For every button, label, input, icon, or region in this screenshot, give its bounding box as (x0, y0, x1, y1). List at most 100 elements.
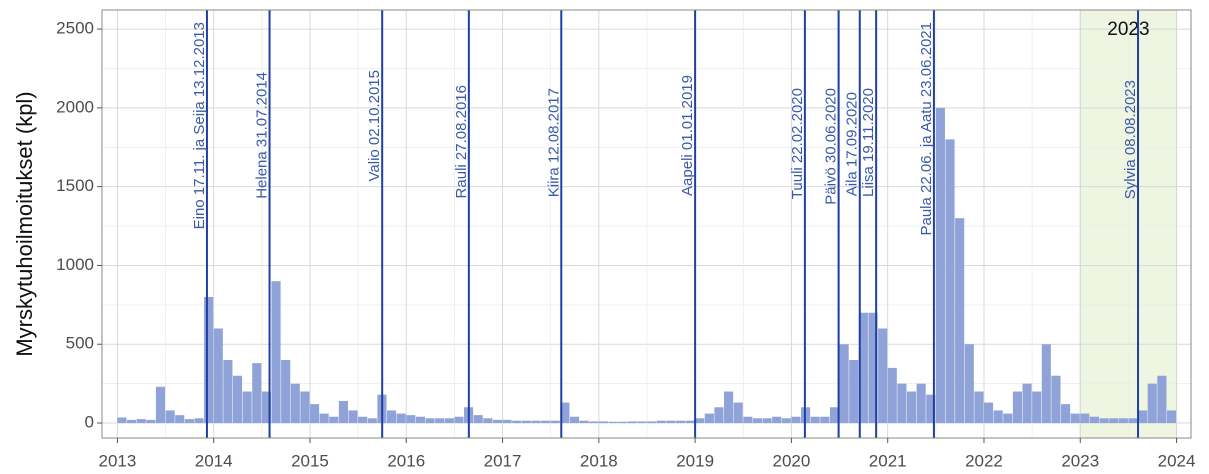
x-tick-label: 2022 (965, 451, 1003, 470)
bar (348, 410, 358, 424)
event-label: Aapeli 01.01.2019 (679, 75, 696, 196)
bar (261, 391, 271, 424)
bar (868, 312, 878, 424)
bar (358, 416, 368, 424)
bar (146, 419, 156, 424)
bar (897, 383, 907, 424)
bar (974, 391, 984, 424)
x-tick-label: 2013 (98, 451, 136, 470)
bar (367, 418, 377, 424)
bar (338, 400, 348, 424)
bar (993, 410, 1003, 424)
bar (127, 419, 137, 424)
bar (695, 418, 705, 424)
bar (271, 281, 281, 424)
bar (281, 359, 291, 424)
bar (184, 419, 194, 424)
bar (646, 421, 657, 424)
bar (906, 391, 917, 424)
bar (1061, 404, 1071, 424)
bar (300, 391, 310, 424)
bar (1099, 418, 1109, 424)
bar (1109, 418, 1119, 424)
bar (1041, 344, 1051, 424)
bar (223, 359, 233, 424)
bar (839, 344, 849, 424)
bar (733, 402, 743, 424)
bar (425, 418, 435, 424)
bar (329, 416, 339, 424)
bar (1032, 391, 1042, 424)
bar (541, 420, 551, 424)
bar (560, 402, 570, 424)
bar (935, 107, 945, 424)
bar (175, 415, 185, 424)
event-label: Paula 22.06. ja Aatu 23.06.2021 (918, 22, 935, 236)
bar (1118, 418, 1128, 424)
event-label: Tuuli 22.02.2020 (789, 88, 806, 199)
bar (242, 391, 252, 424)
bar (550, 420, 560, 424)
event-label: Aila 17.09.2020 (844, 92, 861, 196)
bar (492, 419, 503, 424)
bar (849, 359, 859, 424)
bar (483, 418, 493, 424)
bar (232, 375, 243, 424)
bar (589, 421, 599, 424)
event-label: Päivö 30.06.2020 (823, 88, 840, 205)
bar (454, 416, 464, 424)
bar (387, 410, 397, 424)
bar (435, 418, 445, 424)
x-tick-label: 2019 (676, 451, 714, 470)
bar (1157, 375, 1167, 424)
bar (675, 420, 685, 424)
bar (444, 418, 454, 424)
bar (829, 407, 840, 424)
bar (791, 416, 801, 424)
bar (290, 383, 300, 424)
event-label: Rauli 27.08.2016 (453, 85, 470, 198)
event-label: Liisa 19.11.2020 (860, 88, 877, 197)
x-tick-label: 2016 (387, 451, 425, 470)
bar (309, 404, 320, 424)
bar (1128, 418, 1138, 424)
y-tick-label: 0 (85, 413, 94, 432)
bar (213, 328, 223, 424)
x-tick-label: 2023 (1061, 451, 1099, 470)
bar (608, 421, 618, 424)
bar (955, 218, 965, 424)
event-label: Helena 31.07.2014 (254, 72, 271, 199)
bar (983, 402, 994, 424)
bar (964, 344, 974, 424)
bar (685, 420, 695, 424)
bar (502, 419, 512, 424)
bar (569, 416, 580, 424)
y-tick-label: 1500 (56, 176, 94, 195)
bar (810, 416, 820, 424)
bar (204, 296, 214, 424)
bar (637, 421, 647, 424)
bar (155, 386, 166, 424)
bar (656, 420, 666, 424)
bar (531, 420, 541, 424)
bar (945, 139, 955, 424)
bar (1022, 383, 1032, 424)
y-tick-label: 2500 (56, 19, 94, 38)
bar (1080, 413, 1090, 424)
bar (762, 418, 772, 424)
bar (396, 413, 406, 424)
event-label: Valio 02.10.2015 (366, 70, 383, 181)
bar (820, 416, 830, 424)
bar (627, 421, 637, 424)
bar (136, 419, 146, 424)
bar (714, 407, 724, 424)
bar (319, 413, 329, 424)
bar (1138, 410, 1148, 424)
bar (415, 416, 426, 424)
event-label: Sylvia 08.08.2023 (1122, 80, 1139, 199)
bar (117, 417, 127, 424)
bar (752, 418, 763, 424)
x-tick-label: 2021 (869, 451, 907, 470)
y-tick-label: 500 (66, 334, 94, 353)
